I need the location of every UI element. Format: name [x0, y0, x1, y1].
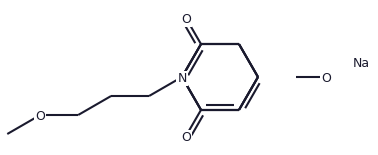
Text: O: O — [35, 110, 45, 123]
Text: O: O — [181, 13, 191, 26]
Text: N: N — [177, 72, 187, 85]
Text: O: O — [181, 131, 191, 144]
Text: Na: Na — [353, 57, 370, 70]
Text: O: O — [321, 72, 332, 85]
